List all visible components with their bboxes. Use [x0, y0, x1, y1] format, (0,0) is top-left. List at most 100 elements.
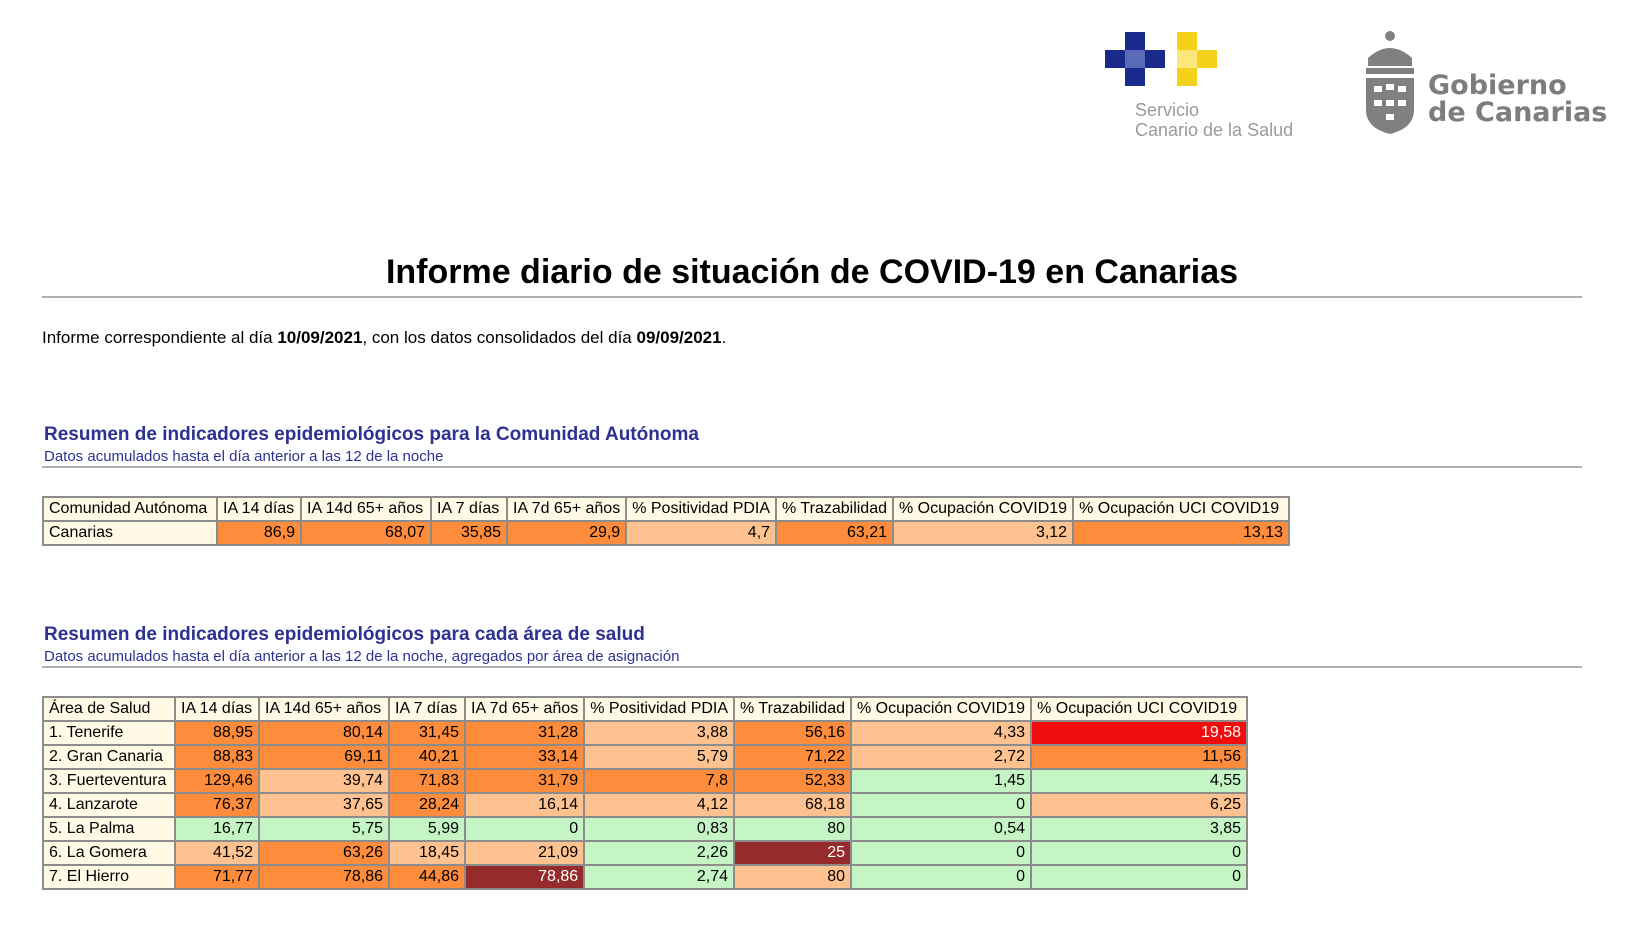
table-cell: 71,83: [388, 768, 466, 794]
report-date: 10/09/2021: [277, 328, 363, 347]
header-logos: Servicio Canario de la Salud Gobierno de…: [1105, 28, 1608, 148]
table-cell: 3,88: [583, 720, 736, 746]
column-header: Comunidad Autónoma: [42, 496, 218, 522]
section2-subtitle: Datos acumulados hasta el día anterior a…: [44, 648, 680, 665]
table-cell: 44,86: [388, 864, 466, 890]
community-indicators-table: Comunidad Autónoma IA 14 días IA 14d 65+ a…: [42, 496, 1291, 546]
row-label: 3. Fuerteventura: [42, 768, 176, 794]
column-header: IA 14d 65+ años: [258, 696, 390, 722]
column-header: IA 7d 65+ años: [505, 496, 628, 522]
table-cell: 40,21: [388, 744, 466, 770]
data-date: 09/09/2021: [636, 328, 722, 347]
table-cell: 16,14: [463, 792, 586, 818]
table-cell: 7,8: [583, 768, 736, 794]
section1-divider: [42, 466, 1582, 468]
table-cell: 29,9: [505, 520, 628, 546]
row-label: 6. La Gomera: [42, 840, 176, 866]
table-cell: 35,85: [430, 520, 508, 546]
column-header: % Ocupación COVID19: [849, 696, 1033, 722]
table-cell: 0: [1030, 840, 1249, 866]
table-cell: 31,28: [463, 720, 586, 746]
table-cell: 69,11: [258, 744, 390, 770]
table-row: 7. El Hierro 71,77 78,86 44,86 78,86 2,74 80 0 0: [42, 864, 1249, 890]
table-cell: 80: [733, 864, 852, 890]
table-cell: 80,14: [258, 720, 390, 746]
table-cell: 78,86: [258, 864, 390, 890]
table-cell: 0: [463, 816, 586, 842]
column-header: IA 14d 65+ años: [300, 496, 432, 522]
table-cell: 78,86: [463, 864, 586, 890]
table-cell: 88,95: [174, 720, 260, 746]
row-label: Canarias: [42, 520, 218, 546]
table-cell: 28,24: [388, 792, 466, 818]
section1-subtitle: Datos acumulados hasta el día anterior a…: [44, 448, 444, 465]
table-cell: 1,45: [849, 768, 1033, 794]
table-cell: 0: [849, 792, 1033, 818]
table-cell: 41,52: [174, 840, 260, 866]
sc-squares-icon: [1105, 32, 1217, 86]
table-cell: 71,77: [174, 864, 260, 890]
column-header: IA 7 días: [430, 496, 508, 522]
table-cell: 2,74: [583, 864, 736, 890]
table-cell: 2,26: [583, 840, 736, 866]
column-header: Área de Salud: [42, 696, 176, 722]
table-cell: 0: [849, 840, 1033, 866]
intro-middle: , con los datos consolidados del día: [362, 328, 637, 347]
table-cell: 21,09: [463, 840, 586, 866]
table-cell: 0,83: [583, 816, 736, 842]
row-label: 4. Lanzarote: [42, 792, 176, 818]
column-header: % Ocupación UCI COVID19: [1030, 696, 1249, 722]
column-header: % Trazabilidad: [775, 496, 894, 522]
table-cell: 4,7: [625, 520, 778, 546]
section2-divider: [42, 666, 1582, 668]
page-title: Informe diario de situación de COVID-19 …: [385, 253, 1239, 291]
table-cell: 6,25: [1030, 792, 1249, 818]
table-cell: 16,77: [174, 816, 260, 842]
table-cell: 71,22: [733, 744, 852, 770]
table-cell: 4,12: [583, 792, 736, 818]
column-header: IA 7 días: [388, 696, 466, 722]
table-cell: 0: [1030, 864, 1249, 890]
table-cell: 52,33: [733, 768, 852, 794]
table-header-row: Área de Salud IA 14 días IA 14d 65+ años IA…: [42, 696, 1249, 722]
servicio-canario-salud-logo: Servicio Canario de la Salud: [1105, 28, 1315, 148]
gc-logo-line2: de Canarias: [1428, 97, 1608, 128]
coat-of-arms-icon: [1366, 31, 1414, 134]
table-row: Canarias 86,9 68,07 35,85 29,9 4,7 63,21 3,12 13…: [42, 520, 1291, 546]
sc-logo-line1: Servicio: [1135, 100, 1200, 120]
section2-title: Resumen de indicadores epidemiológicos p…: [44, 624, 645, 645]
table-cell: 3,85: [1030, 816, 1249, 842]
column-header: % Positividad PDIA: [583, 696, 736, 722]
row-label: 7. El Hierro: [42, 864, 176, 890]
column-header: % Trazabilidad: [733, 696, 852, 722]
table-cell: 0: [849, 864, 1033, 890]
table-cell: 86,9: [216, 520, 302, 546]
table-cell: 5,75: [258, 816, 390, 842]
row-label: 1. Tenerife: [42, 720, 176, 746]
gobierno-canarias-logo: Gobierno de Canarias: [1360, 28, 1608, 148]
table-cell: 63,21: [775, 520, 894, 546]
table-row: 3. Fuerteventura 129,46 39,74 71,83 31,79 7,8…: [42, 768, 1249, 794]
table-cell: 33,14: [463, 744, 586, 770]
table-row: 4. Lanzarote 76,37 37,65 28,24 16,14 4,12 68,1…: [42, 792, 1249, 818]
column-header: IA 7d 65+ años: [463, 696, 586, 722]
table-cell: 37,65: [258, 792, 390, 818]
intro-prefix: Informe correspondiente al día: [42, 328, 278, 347]
health-area-indicators-table: Área de Salud IA 14 días IA 14d 65+ años IA…: [42, 696, 1249, 890]
row-label: 5. La Palma: [42, 816, 176, 842]
table-row: 1. Tenerife 88,95 80,14 31,45 31,28 3,88 56,16…: [42, 720, 1249, 746]
gc-logo-line1: Gobierno: [1428, 70, 1567, 101]
table-row: 5. La Palma 16,77 5,75 5,99 0 0,83 80 0,54 3,85: [42, 816, 1249, 842]
column-header: % Ocupación COVID19: [891, 496, 1075, 522]
column-header: % Positividad PDIA: [625, 496, 778, 522]
table-cell: 31,45: [388, 720, 466, 746]
table-cell: 25: [733, 840, 852, 866]
table-cell: 63,26: [258, 840, 390, 866]
title-divider: [42, 296, 1582, 298]
report-intro: Informe correspondiente al día 10/09/202…: [42, 328, 726, 348]
table-cell: 31,79: [463, 768, 586, 794]
table-cell: 56,16: [733, 720, 852, 746]
table-cell: 76,37: [174, 792, 260, 818]
sc-logo-line2: Canario de la Salud: [1135, 120, 1294, 140]
table-cell: 68,18: [733, 792, 852, 818]
